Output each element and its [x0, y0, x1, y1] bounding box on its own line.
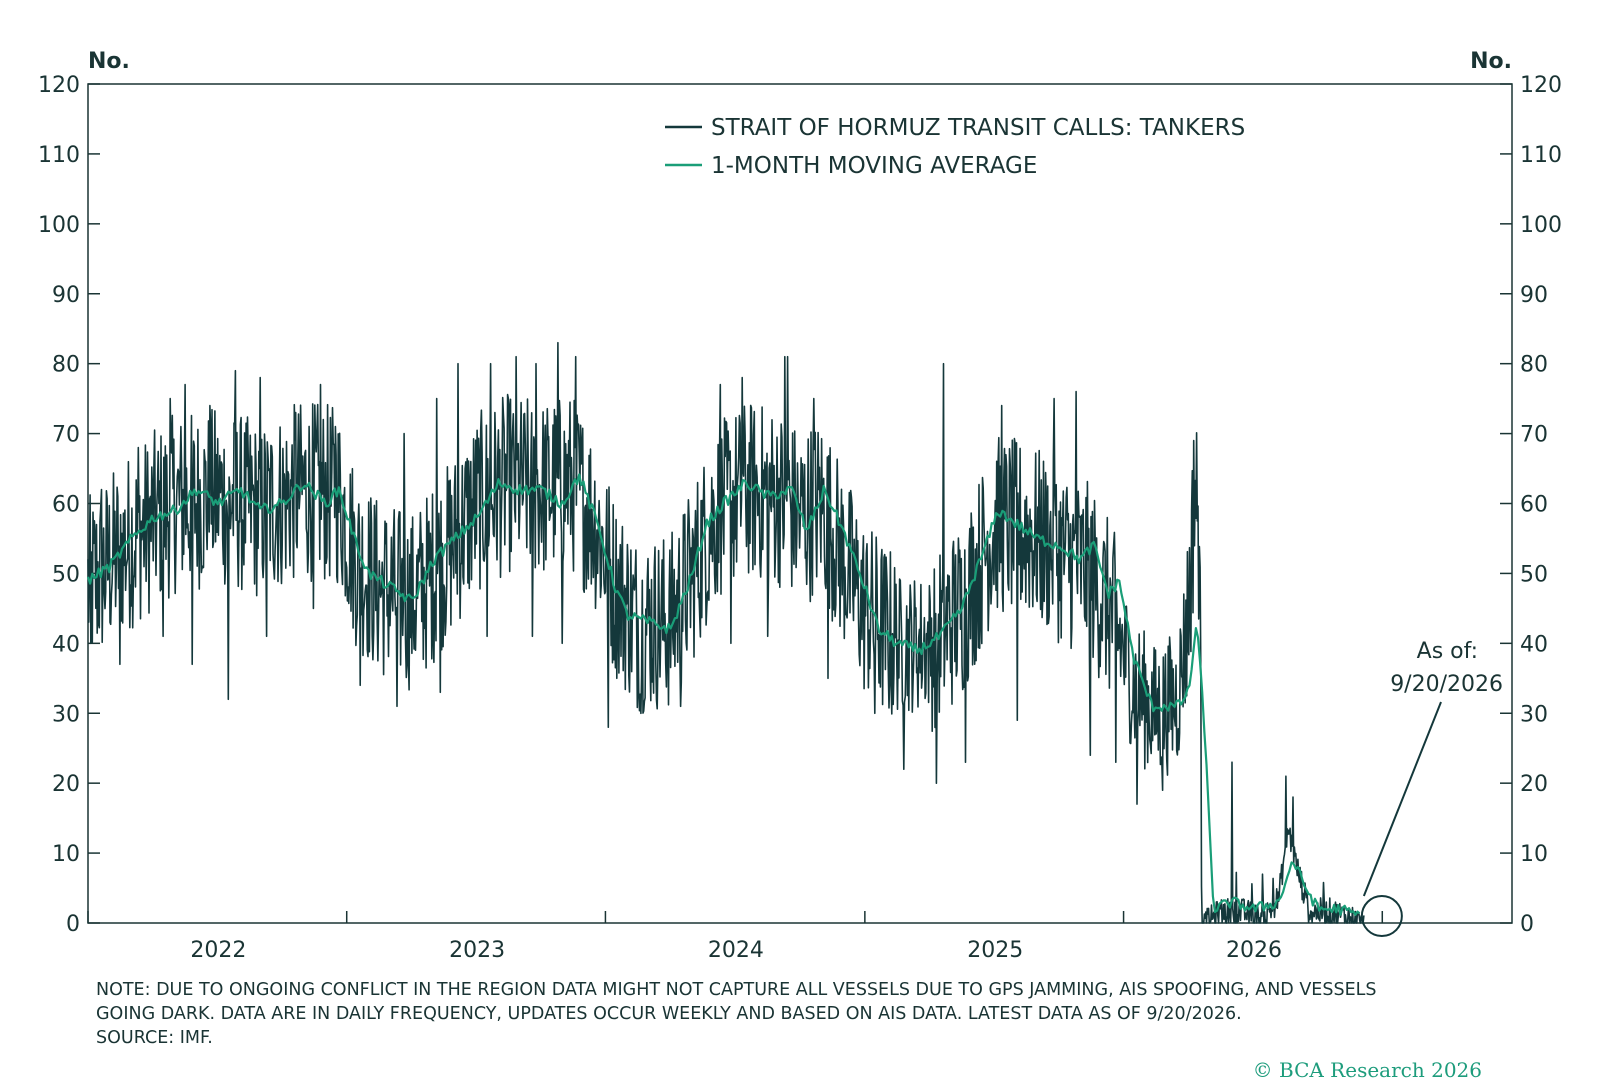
axes: 0 0 10 10 20 20 30 30 40 40 50 50 60 60 70 70 80 80 90 90 10…: [38, 73, 1562, 963]
as-of-label: As of:: [1417, 639, 1478, 664]
as-of-date: 9/20/2026: [1390, 672, 1503, 697]
y-tick-label-left: 120: [38, 73, 80, 98]
left-unit-label: No.: [88, 49, 130, 74]
as-of-marker-circle: [1360, 895, 1403, 938]
y-tick-label-left: 60: [52, 493, 80, 518]
chart-note: NOTE: DUE TO ONGOING CONFLICT IN THE REG…: [96, 978, 1516, 1050]
y-tick-label-left: 70: [52, 423, 80, 448]
note-line-1: NOTE: DUE TO ONGOING CONFLICT IN THE REG…: [96, 980, 1377, 1000]
series-moving-average: [86, 473, 1361, 916]
y-tick-label-left: 20: [52, 772, 80, 797]
y-tick-label-left: 110: [38, 143, 80, 168]
as-of-annotation: As of: 9/20/2026: [1360, 639, 1503, 938]
y-tick-label-left: 50: [52, 562, 80, 587]
x-tick-label: 2025: [967, 938, 1023, 963]
y-tick-label-right: 0: [1520, 912, 1534, 937]
y-tick-label-left: 0: [66, 912, 80, 937]
y-tick-label-left: 80: [52, 353, 80, 378]
moving-average-line: [86, 473, 1361, 916]
x-tick-label: 2026: [1226, 938, 1282, 963]
y-tick-label-right: 70: [1520, 423, 1548, 448]
x-tick-label: 2023: [449, 938, 505, 963]
legend: STRAIT OF HORMUZ TRANSIT CALLS: TANKERS …: [665, 115, 1245, 179]
copyright: © BCA Research 2026: [1252, 1058, 1482, 1082]
y-tick-label-right: 110: [1520, 143, 1562, 168]
y-tick-label-right: 50: [1520, 562, 1548, 587]
legend-label-moving-average: 1-MONTH MOVING AVERAGE: [711, 153, 1037, 179]
series-tanker-calls: [87, 341, 1365, 924]
y-tick-label-right: 100: [1520, 213, 1562, 238]
y-tick-label-left: 100: [38, 213, 80, 238]
y-tick-label-left: 90: [52, 283, 80, 308]
y-tick-label-right: 90: [1520, 283, 1548, 308]
note-line-2: GOING DARK. DATA ARE IN DAILY FREQUENCY,…: [96, 1004, 1242, 1024]
y-tick-label-right: 120: [1520, 73, 1562, 98]
legend-label-tanker-calls: STRAIT OF HORMUZ TRANSIT CALLS: TANKERS: [711, 115, 1245, 141]
y-tick-label-left: 40: [52, 632, 80, 657]
y-tick-label-right: 40: [1520, 632, 1548, 657]
y-tick-label-right: 30: [1520, 702, 1548, 727]
y-tick-label-right: 80: [1520, 353, 1548, 378]
x-tick-label: 2022: [190, 938, 246, 963]
note-line-3: SOURCE: IMF.: [96, 1028, 213, 1048]
y-tick-label-right: 20: [1520, 772, 1548, 797]
y-tick-label-left: 10: [52, 842, 80, 867]
y-tick-label-right: 10: [1520, 842, 1548, 867]
x-tick-label: 2024: [708, 938, 764, 963]
as-of-pointer-line: [1362, 701, 1442, 897]
y-tick-label-left: 30: [52, 702, 80, 727]
y-tick-label-right: 60: [1520, 493, 1548, 518]
right-unit-label: No.: [1470, 49, 1512, 74]
tanker-calls-line: [87, 341, 1365, 924]
